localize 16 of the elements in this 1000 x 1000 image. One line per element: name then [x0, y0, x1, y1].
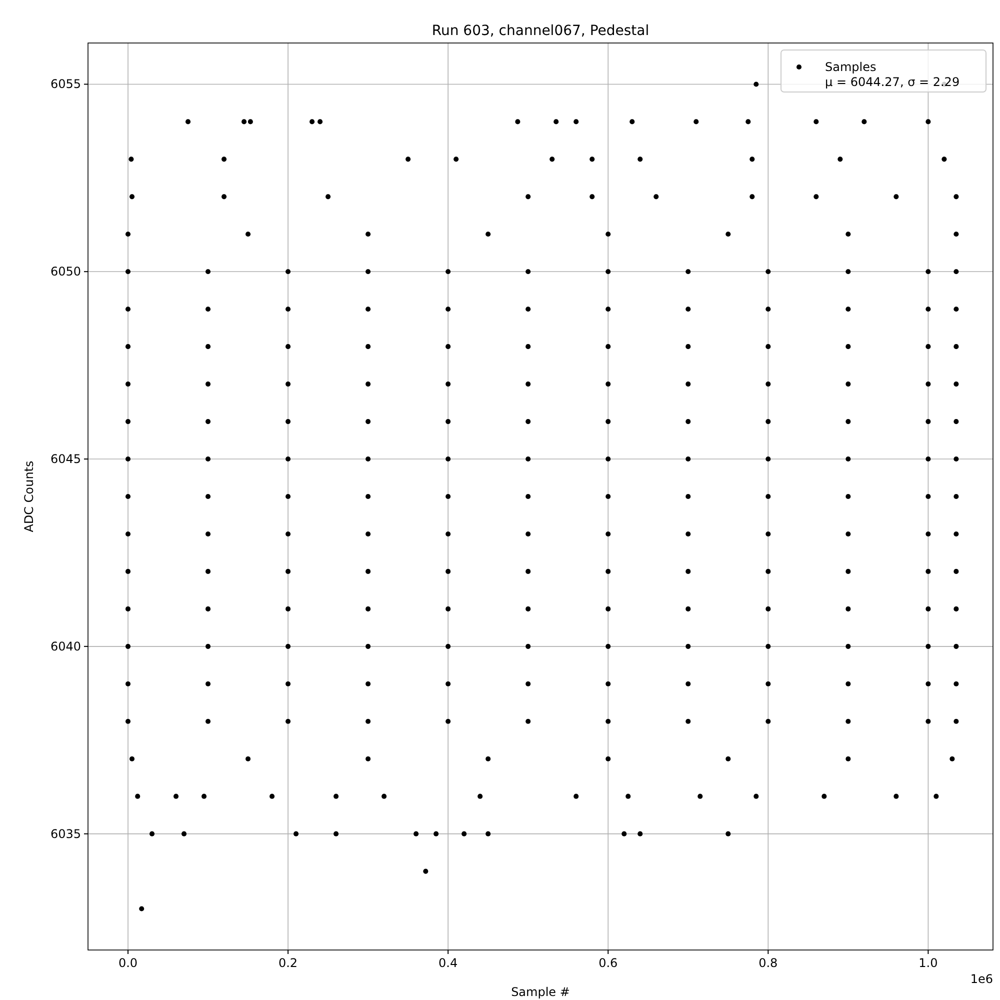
- y-tick-label: 6045: [50, 452, 81, 466]
- y-tick-label: 6035: [50, 826, 81, 841]
- legend-label: Samples μ = 6044.27, σ = 2.29: [825, 60, 960, 89]
- text: 1e6: [970, 972, 993, 986]
- y-tick-label: 6050: [50, 264, 81, 279]
- x-tick-label: 0.0: [118, 956, 138, 970]
- x-axis-title: Sample #: [511, 985, 570, 999]
- x-tick-label: 0.4: [438, 956, 458, 970]
- x-tick-label: 0.2: [278, 956, 298, 970]
- y-tick-label: 6055: [50, 77, 81, 92]
- chart-title: Run 603, channel067, Pedestal: [432, 23, 650, 39]
- y-tick-label: 6040: [50, 639, 81, 654]
- y-axis-title: ADC Counts: [22, 460, 36, 532]
- x-tick-label: 0.6: [598, 956, 618, 970]
- x-tick-label: 1.0: [918, 956, 938, 970]
- x-tick-label: 0.8: [758, 956, 778, 970]
